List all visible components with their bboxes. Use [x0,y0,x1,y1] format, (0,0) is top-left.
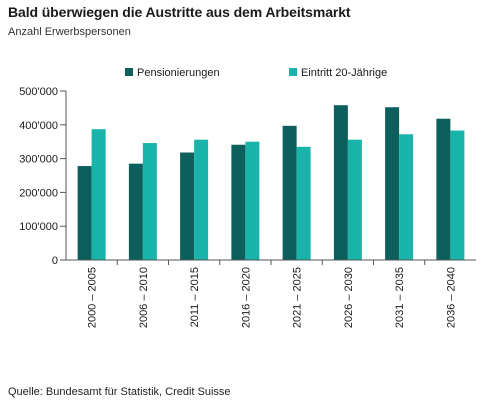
bar-eintritt-4 [245,141,260,260]
x-tick-label: 2021 – 2025 [292,267,304,328]
x-tick-label: 2000 – 2005 [87,267,99,328]
bar-pensionierungen-2 [128,163,143,260]
y-tick-label: 400'000 [19,120,58,132]
legend-swatch-2 [289,68,297,76]
x-tick-label: 2026 – 2030 [343,267,355,328]
legend-label-1: Pensionierungen [137,67,220,79]
bar-pensionierungen-8 [436,118,451,260]
bar-pensionierungen-5 [282,125,297,261]
legend-swatch-1 [125,68,133,76]
bar-pensionierungen-6 [333,105,348,260]
x-tick-label: 2011 – 2015 [189,267,201,327]
bar-eintritt-1 [91,129,106,260]
bar-eintritt-3 [194,139,209,260]
bar-eintritt-8 [450,130,465,260]
chart-title: Bald überwiegen die Austritte aus dem Ar… [8,4,351,20]
x-tick-label: 2016 – 2020 [240,267,252,328]
x-tick-label: 2036 – 2040 [445,267,457,328]
x-tick-label: 2006 – 2010 [138,267,150,328]
y-tick-label: 500'000 [19,86,58,98]
bar-pensionierungen-1 [77,166,92,260]
bar-eintritt-6 [347,139,362,260]
x-tick-label: 2031 – 2035 [394,267,406,328]
legend-label-2: Eintritt 20-Jährige [301,67,387,79]
chart-subtitle: Anzahl Erwerbspersonen [8,26,131,38]
y-tick-label: 200'000 [19,187,58,199]
bar-eintritt-2 [142,143,157,260]
bar-pensionierungen-3 [180,152,195,260]
bar-eintritt-5 [296,146,311,260]
bar-eintritt-7 [399,134,414,260]
source-note: Quelle: Bundesamt für Statistik, Credit … [8,386,231,398]
bar-pensionierungen-7 [385,107,400,260]
y-tick-label: 100'000 [19,221,58,233]
bar-pensionierungen-4 [231,144,246,260]
y-tick-label: 0 [52,255,58,267]
y-tick-label: 300'000 [19,154,58,166]
